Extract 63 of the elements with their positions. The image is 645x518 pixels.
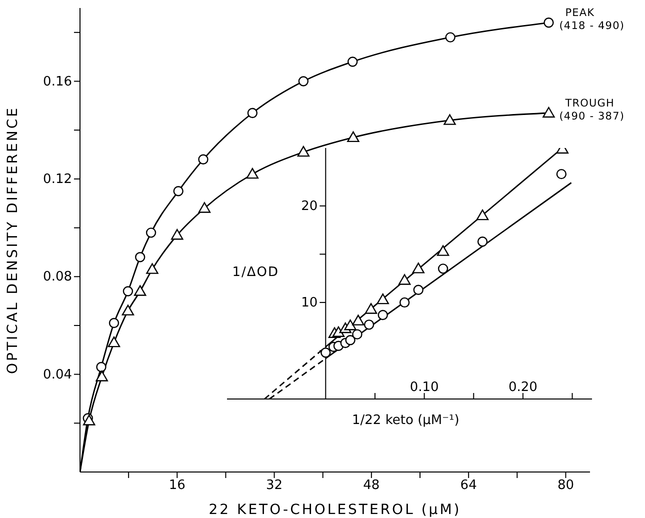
x-tick-label: 16	[168, 478, 186, 494]
point	[413, 284, 424, 296]
point	[122, 304, 134, 316]
point	[108, 318, 120, 328]
x-tick-label: 0.10	[410, 380, 439, 395]
x-tick-label: 32	[266, 478, 283, 494]
point	[476, 209, 489, 220]
point	[445, 32, 456, 42]
x-axis-title: 22 KETO-CHOLESTEROL (μM)	[208, 502, 462, 518]
y-tick-label: 0.12	[43, 172, 72, 187]
point	[171, 229, 184, 240]
point	[399, 297, 410, 308]
y-tick-label: 0.04	[43, 367, 72, 382]
point	[83, 414, 96, 426]
point	[542, 106, 555, 118]
point	[173, 186, 184, 196]
series-label: TROUGH (490 - 387)	[559, 97, 625, 122]
point	[332, 326, 345, 337]
point	[135, 252, 146, 262]
x-tick-label: 64	[460, 478, 477, 494]
point	[297, 146, 310, 157]
point	[436, 245, 450, 256]
point	[352, 314, 364, 326]
point	[378, 310, 388, 320]
point	[544, 18, 554, 28]
point	[246, 168, 259, 179]
point	[108, 336, 120, 348]
y-tick-label: 0.16	[43, 74, 72, 90]
point	[96, 370, 108, 382]
point	[364, 303, 378, 314]
point	[298, 76, 309, 86]
point	[352, 329, 362, 340]
x-tick-label: 80	[557, 478, 574, 494]
x-tick-label: 0.20	[508, 380, 538, 395]
y-axis-title: 1/ΔOD	[231, 265, 280, 280]
x-tick-label: 48	[363, 478, 380, 494]
point	[412, 262, 424, 274]
point	[344, 320, 356, 330]
y-axis-title: OPTICAL DENSITY DIFFERENCE	[4, 106, 21, 374]
point	[146, 263, 158, 274]
point	[345, 335, 356, 346]
point	[122, 286, 134, 296]
point	[320, 348, 331, 358]
y-tick-label: 20	[301, 198, 318, 214]
x-axis-title: 1/22 keto (μM⁻¹)	[351, 413, 460, 428]
point	[134, 285, 146, 296]
series-label: PEAK (418 - 490)	[559, 7, 625, 32]
point	[96, 362, 106, 372]
point	[398, 274, 411, 285]
point	[364, 320, 374, 330]
point	[348, 56, 358, 67]
point	[347, 131, 360, 142]
point	[477, 236, 488, 247]
point	[444, 114, 456, 125]
point	[198, 154, 208, 165]
point	[556, 168, 567, 180]
point	[198, 202, 211, 213]
y-tick-label: 0.08	[43, 270, 72, 285]
point	[247, 108, 258, 118]
point	[438, 264, 448, 274]
point	[376, 293, 389, 304]
point	[146, 228, 156, 238]
y-tick-label: 10	[301, 295, 318, 310]
